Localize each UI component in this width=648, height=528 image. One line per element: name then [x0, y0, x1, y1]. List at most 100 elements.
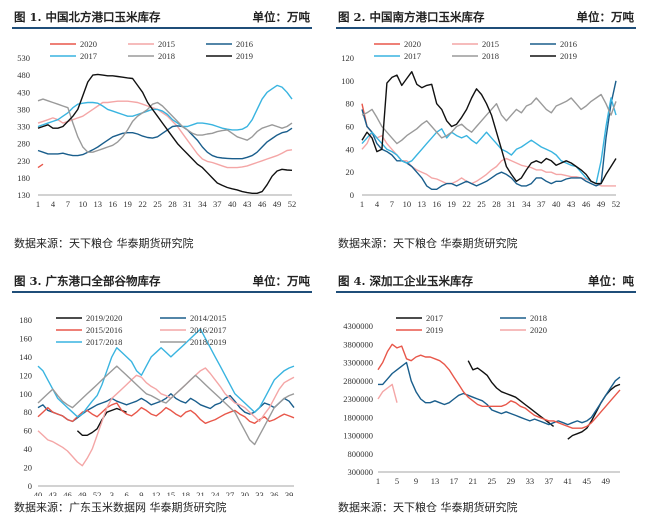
y-tick-label: 3800000 [343, 339, 373, 349]
legend-label: 2017/2018 [86, 337, 122, 347]
y-tick-label: 180 [17, 173, 30, 183]
series-line-2016/2017 [37, 367, 295, 467]
x-tick-label: 17 [450, 476, 459, 486]
y-tick-label: 100 [19, 389, 32, 399]
legend-label: 2017 [404, 51, 421, 61]
x-tick-label: 9 [139, 490, 143, 496]
legend-label: 2019/2020 [86, 313, 122, 323]
x-tick-label: 43 [567, 199, 576, 209]
y-tick-label: 0 [350, 190, 354, 200]
y-tick-label: 0 [28, 481, 32, 491]
series-line-2015 [361, 131, 616, 187]
x-tick-label: 4 [51, 199, 56, 209]
y-tick-label: 80 [24, 407, 33, 417]
x-tick-label: 40 [552, 199, 561, 209]
unit-label: 单位：万吨 [252, 10, 311, 24]
y-tick-label: 130 [17, 190, 30, 200]
chart-panel-2: 图 2. 中国南方港口玉米库存 单位：万吨 0 20 40 60 80 100 120 1 4 7… [324, 0, 648, 264]
unit-label: 单位：万吨 [576, 10, 635, 24]
x-tick-label: 34 [522, 199, 531, 209]
x-tick-label: 52 [288, 199, 297, 209]
x-tick-label: 31 [507, 199, 516, 209]
chart-title: 图 1. 中国北方港口玉米库存 [14, 10, 161, 24]
x-tick-label: 30 [241, 490, 250, 496]
series-line-2015 [37, 100, 293, 169]
legend-label: 2014/2015 [190, 313, 226, 323]
unit-label: 单位：吨 [588, 274, 634, 288]
legend-label: 2017 [426, 313, 443, 323]
x-tick-label: 43 [49, 490, 58, 496]
y-tick-label: 800000 [348, 449, 374, 459]
series-line-2017 [467, 360, 621, 440]
y-tick-label: 2800000 [343, 376, 373, 386]
x-tick-label: 7 [390, 199, 394, 209]
x-tick-label: 24 [211, 490, 220, 496]
y-tick-label: 120 [341, 53, 354, 63]
x-tick-label: 10 [79, 199, 88, 209]
chart-panel-4: 图 4. 深加工企业玉米库存 单位：吨 300000 800000 1300000 1… [324, 264, 648, 528]
x-tick-label: 6 [124, 490, 128, 496]
legend-label: 2016/2017 [190, 325, 226, 335]
legend-label: 2018 [530, 313, 547, 323]
legend-label: 2020 [404, 39, 421, 49]
y-tick-label: 40 [24, 444, 33, 454]
x-tick-label: 19 [447, 199, 456, 209]
legend-label: 2018 [158, 51, 175, 61]
title-rule [12, 27, 312, 29]
y-tick-label: 20 [24, 463, 33, 473]
legend-label: 2019 [426, 325, 443, 335]
x-tick-label: 28 [168, 199, 177, 209]
legend-label: 2020 [80, 39, 97, 49]
y-tick-label: 180 [19, 315, 32, 325]
x-tick-label: 12 [152, 490, 161, 496]
x-tick-label: 16 [432, 199, 441, 209]
series-line-2018 [361, 93, 617, 145]
series-line-2020 [37, 163, 44, 169]
x-tick-label: 16 [108, 199, 117, 209]
x-tick-label: 52 [612, 199, 621, 209]
y-tick-label: 60 [346, 122, 355, 132]
x-tick-label: 43 [243, 199, 252, 209]
y-tick-label: 1800000 [343, 412, 373, 422]
title-rule [336, 27, 636, 29]
y-tick-label: 60 [24, 426, 33, 436]
chart-title: 图 3. 广东港口全部谷物库存 [14, 274, 161, 288]
y-tick-label: 1300000 [343, 431, 373, 441]
series-line-2019 [377, 343, 621, 429]
x-tick-label: 1 [36, 199, 40, 209]
y-tick-label: 280 [17, 139, 30, 149]
chart-title: 图 4. 深加工企业玉米库存 [338, 274, 474, 288]
y-tick-label: 380 [17, 104, 30, 114]
y-tick-label: 140 [19, 352, 32, 362]
y-tick-label: 100 [341, 76, 354, 86]
x-tick-label: 36 [270, 490, 279, 496]
legend-label: 2020 [530, 325, 547, 335]
x-tick-label: 28 [492, 199, 501, 209]
x-tick-label: 37 [213, 199, 222, 209]
x-tick-label: 5 [395, 476, 399, 486]
x-tick-label: 49 [273, 199, 282, 209]
legend-label: 2016 [560, 39, 577, 49]
x-tick-label: 27 [226, 490, 235, 496]
legend-label: 2018/2019 [190, 337, 226, 347]
x-tick-label: 49 [78, 490, 87, 496]
chart-panel-1: 图 1. 中国北方港口玉米库存 单位：万吨 130 180 230 280 330 380… [0, 0, 324, 264]
series-line-2018/2019 [37, 365, 295, 446]
x-tick-label: 52 [93, 490, 102, 496]
series-line-2020 [361, 103, 378, 139]
x-tick-label: 37 [537, 199, 546, 209]
data-source: 数据来源：广东玉米数据网 华泰期货研究院 [14, 501, 227, 514]
x-tick-label: 22 [462, 199, 471, 209]
legend-label: 2017 [80, 51, 97, 61]
x-tick-label: 9 [414, 476, 418, 486]
x-tick-label: 15 [167, 490, 176, 496]
y-tick-label: 3300000 [343, 358, 373, 368]
series-line-2016 [37, 125, 293, 160]
x-tick-label: 10 [403, 199, 412, 209]
x-tick-label: 13 [94, 199, 103, 209]
x-tick-label: 19 [123, 199, 132, 209]
x-tick-label: 13 [431, 476, 440, 486]
y-tick-label: 160 [19, 333, 32, 343]
y-tick-label: 2300000 [343, 394, 373, 404]
